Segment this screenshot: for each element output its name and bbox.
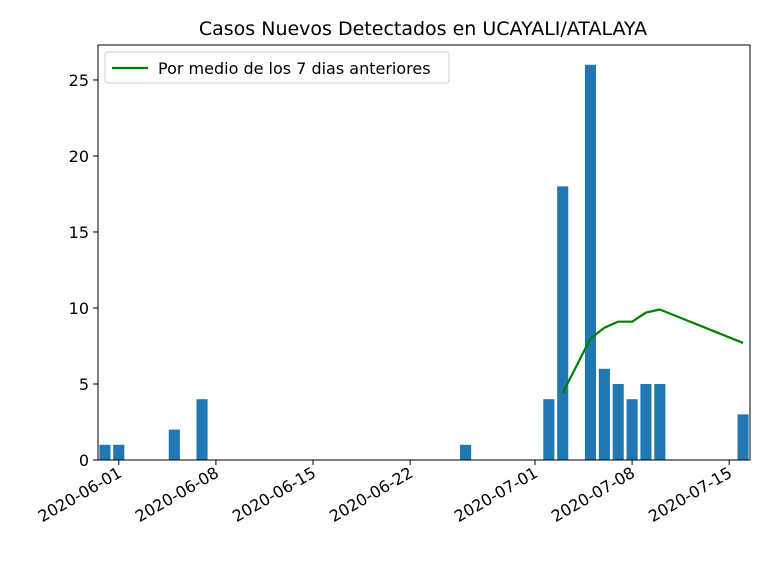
legend-label: Por medio de los 7 dias anteriores bbox=[158, 59, 431, 78]
x-tick-label: 2020-07-15 bbox=[645, 463, 735, 526]
bar bbox=[113, 444, 125, 460]
bars-layer bbox=[99, 64, 749, 460]
legend: Por medio de los 7 dias anteriores bbox=[104, 51, 450, 84]
bar bbox=[196, 399, 208, 460]
chart-title: Casos Nuevos Detectados en UCAYALI/ATALA… bbox=[199, 18, 647, 40]
bar bbox=[557, 186, 569, 460]
bar bbox=[598, 368, 610, 460]
bar bbox=[654, 383, 666, 460]
y-tick-label: 0 bbox=[79, 451, 89, 470]
x-tick-label: 2020-06-08 bbox=[132, 463, 222, 526]
y-tick-label: 10 bbox=[69, 299, 89, 318]
bar bbox=[626, 399, 638, 460]
y-tick-label: 5 bbox=[79, 375, 89, 394]
x-tick-label: 2020-07-01 bbox=[451, 463, 541, 526]
y-tick-label: 20 bbox=[69, 147, 89, 166]
x-tick-label: 2020-07-08 bbox=[548, 463, 638, 526]
bar bbox=[584, 64, 597, 460]
series-line bbox=[561, 308, 744, 394]
x-tick-label: 2020-06-01 bbox=[35, 463, 125, 526]
x-tick-label: 2020-06-22 bbox=[326, 463, 416, 526]
y-tick-label: 15 bbox=[69, 223, 89, 242]
x-tick-label: 2020-06-15 bbox=[229, 463, 319, 526]
y-tick-label: 25 bbox=[69, 71, 89, 90]
line-layer bbox=[561, 308, 744, 394]
bar bbox=[99, 444, 111, 460]
bar bbox=[737, 414, 749, 460]
bar bbox=[543, 399, 555, 460]
legend-box bbox=[104, 51, 450, 84]
plot-frame bbox=[97, 44, 751, 461]
bar bbox=[612, 383, 624, 460]
bar bbox=[168, 429, 180, 460]
bar bbox=[460, 444, 472, 460]
bar bbox=[640, 383, 652, 460]
